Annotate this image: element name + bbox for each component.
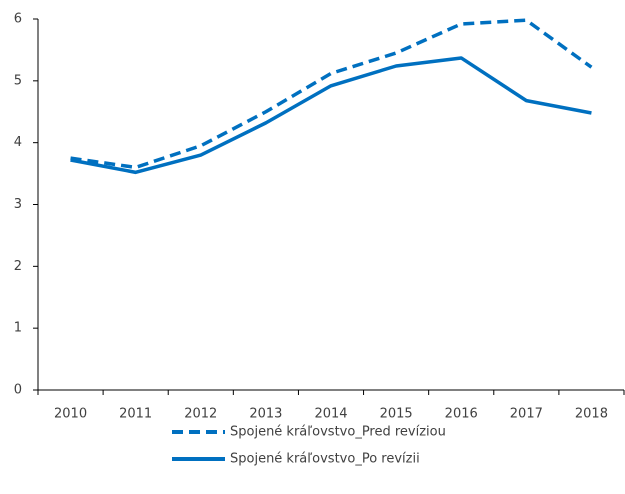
y-tick-label: 4 <box>14 135 22 150</box>
x-tick-label: 2010 <box>54 407 87 422</box>
x-tick-label: 2017 <box>510 407 543 422</box>
y-tick-label: 2 <box>14 259 22 274</box>
x-tick-label: 2018 <box>575 407 608 422</box>
x-tick-label: 2012 <box>184 407 217 422</box>
y-tick-label: 5 <box>14 73 22 88</box>
x-tick-label: 2013 <box>249 407 282 422</box>
y-tick-label: 1 <box>14 321 22 336</box>
x-tick-label: 2011 <box>119 407 152 422</box>
line-series <box>70 56 592 175</box>
legend-label: Spojené kráľovstvo_Pred revíziou <box>230 425 446 440</box>
y-tick-label: 3 <box>14 197 22 212</box>
x-tick-label: 2014 <box>314 407 347 422</box>
line-series <box>70 18 593 170</box>
x-tick-label: 2016 <box>445 407 478 422</box>
y-tick-label: 6 <box>14 12 22 27</box>
x-tick-label: 2015 <box>380 407 413 422</box>
legend-label: Spojené kráľovstvo_Po revízii <box>230 452 420 467</box>
y-tick-label: 0 <box>14 383 22 398</box>
